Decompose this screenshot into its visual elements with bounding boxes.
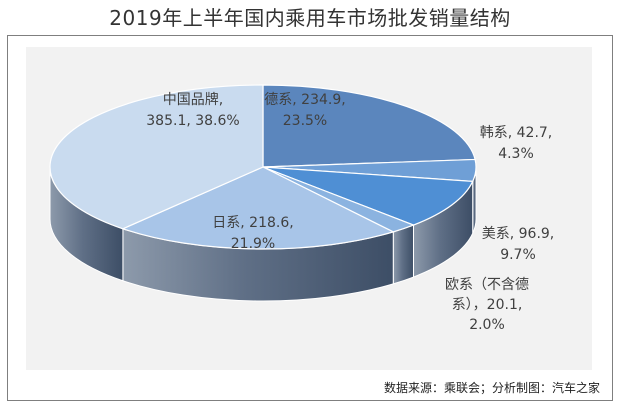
pie-side-3 xyxy=(392,224,414,285)
pie-data-label-line: 系），20.1, xyxy=(452,297,523,313)
pie-data-label-line: 21.9% xyxy=(231,236,275,252)
pie-data-label-1: 韩系, 42.7, 4.3% xyxy=(480,125,553,162)
pie-data-label-0: 德系, 234.9, 23.5% xyxy=(264,92,345,129)
pie-slices xyxy=(49,84,477,250)
pie-data-label-4: 日系, 218.6, 21.9% xyxy=(212,215,293,252)
pie-labels: 德系, 234.9, 23.5% 韩系, 42.7, 4.3% 美系, 96.9, 9.7… xyxy=(146,91,554,333)
pie-slice-2 xyxy=(262,166,474,226)
pie-data-label-line: 23.5% xyxy=(283,113,327,129)
pie-data-label-line: 385.1, 38.6% xyxy=(146,113,239,129)
pie-data-label-line: 韩系, 42.7, xyxy=(480,125,553,141)
pie-data-label-line: 德系, 234.9, xyxy=(264,92,345,108)
source-note: 数据来源：乘联会；分析制图：汽车之家 xyxy=(383,381,600,395)
pie-data-label-2: 美系, 96.9, 9.7% xyxy=(482,226,555,263)
chart-title: 2019年上半年国内乘用车市场批发销量结构 xyxy=(109,6,511,30)
pie-data-label-5: 中国品牌, 385.1, 38.6% xyxy=(146,91,239,129)
pie-data-label-line: 4.3% xyxy=(498,146,534,162)
pie-data-label-line: 欧系（不含德 xyxy=(445,277,529,293)
pie-data-label-3: 欧系（不含德系），20.1, 2.0% xyxy=(445,277,529,333)
pie-data-label-line: 日系, 218.6, xyxy=(212,215,293,231)
pie-data-label-line: 中国品牌, xyxy=(163,91,223,108)
pie-slice-0 xyxy=(262,84,476,168)
pie-slice-5 xyxy=(49,84,264,230)
pie-data-label-line: 2.0% xyxy=(469,317,505,333)
pie-data-label-line: 9.7% xyxy=(500,247,536,263)
pie-side-walls xyxy=(49,166,477,302)
pie-data-label-line: 美系, 96.9, xyxy=(482,226,555,242)
pie-slice-4 xyxy=(121,166,395,250)
